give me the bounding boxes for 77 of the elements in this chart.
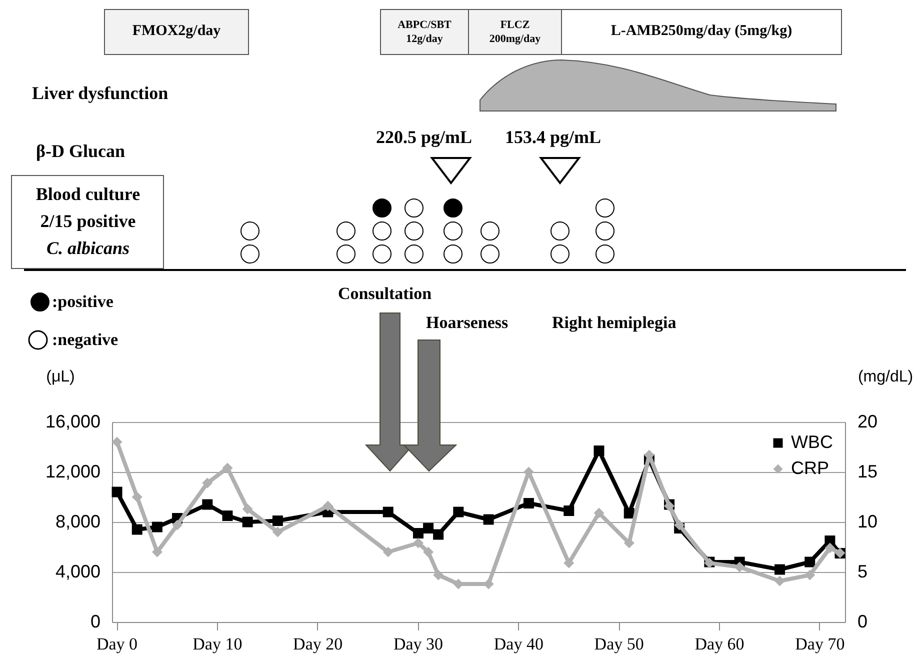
text: FMOX2g/day (104, 9, 249, 55)
point (624, 508, 634, 518)
y-tick-label: 12,000 (45, 462, 100, 482)
point (413, 528, 424, 538)
point (824, 542, 836, 554)
point (774, 564, 785, 575)
y2-axis-title: (mg/dL) (858, 368, 914, 386)
point (423, 523, 434, 534)
point (322, 500, 334, 512)
y2-tick-label: 10 (858, 512, 878, 532)
point (112, 436, 122, 448)
x-tick-label: Day 0 (96, 634, 138, 654)
point (152, 522, 162, 532)
y2-tick-label: 20 (858, 412, 878, 432)
text: ABPC/SBT 12g/day (380, 9, 469, 55)
point (564, 506, 574, 516)
x-tick-label: Day 20 (293, 634, 343, 654)
text: Hoarseness (426, 313, 508, 333)
point (172, 520, 183, 530)
x-tick-label: Day 60 (694, 634, 744, 654)
legend-label: CRP (791, 458, 830, 478)
point (202, 478, 213, 488)
point (382, 506, 394, 518)
point (413, 538, 424, 548)
point (594, 508, 604, 518)
point (112, 486, 122, 498)
text: 2/15 positive (40, 211, 136, 232)
x-tick-label: Day 50 (594, 634, 644, 654)
text: 220.5 pg/mL (376, 127, 472, 148)
point (242, 516, 253, 528)
text: FLCZ 200mg/day (468, 9, 562, 55)
point (382, 546, 394, 558)
point (483, 514, 494, 525)
text: :negative (52, 330, 118, 350)
point (242, 504, 253, 514)
point (132, 492, 142, 502)
text: Liver dysfunction (32, 83, 168, 104)
point (222, 510, 233, 521)
text: Consultation (338, 284, 432, 304)
point (152, 546, 162, 558)
y-tick-label: 4,000 (55, 562, 100, 582)
text: Blood culture (36, 184, 140, 205)
y-tick-label: 8,000 (55, 512, 100, 532)
point (824, 536, 836, 546)
point (453, 506, 464, 518)
text: Right hemiplegia (552, 313, 676, 333)
y-tick-label: 0 (90, 612, 100, 632)
text: 153.4 pg/mL (505, 127, 602, 148)
y2-tick-label: 15 (858, 462, 878, 482)
point (674, 520, 685, 530)
legend-label: WBC (791, 432, 833, 452)
point (774, 576, 785, 586)
point (222, 462, 233, 474)
point (804, 570, 816, 580)
point (433, 529, 444, 540)
text: C. albicans (46, 238, 130, 259)
point (433, 570, 444, 580)
y2-tick-label: 5 (858, 562, 868, 582)
x-tick-label: Day 30 (393, 634, 444, 654)
text: :positive (52, 292, 114, 312)
point (423, 546, 434, 558)
x-tick-label: Day 40 (494, 634, 544, 654)
point (804, 556, 816, 568)
point (594, 446, 604, 456)
point (132, 524, 142, 535)
text: L-AMB250mg/day (5mg/kg) (561, 9, 842, 55)
y-axis-title: (μL) (46, 368, 75, 386)
x-tick-label: Day 70 (795, 634, 845, 654)
point (202, 499, 213, 510)
text: β-D Glucan (36, 141, 125, 162)
point (564, 558, 574, 568)
point (272, 526, 283, 538)
y2-tick-label: 0 (858, 612, 868, 632)
point (523, 498, 534, 508)
x-tick-label: Day 10 (192, 634, 242, 654)
point (272, 516, 283, 526)
y-tick-label: 16,000 (45, 412, 100, 432)
